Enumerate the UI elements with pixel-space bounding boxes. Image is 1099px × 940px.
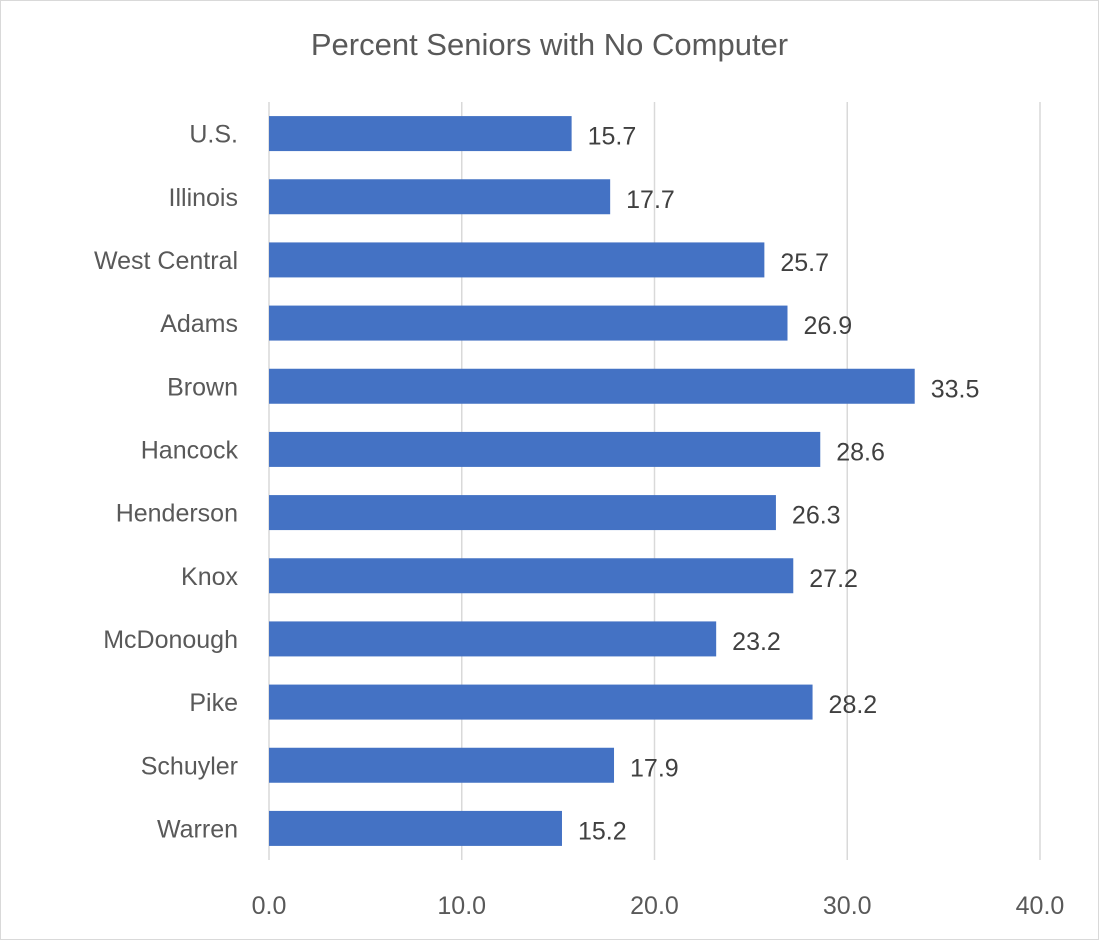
category-label: McDonough [103,626,238,654]
data-label: 26.3 [792,502,841,530]
category-label: Adams [160,310,238,338]
data-label: 28.6 [836,438,885,466]
category-label: Illinois [169,184,238,212]
data-label: 26.9 [803,312,852,340]
data-label: 28.2 [829,691,878,719]
bar [269,495,776,531]
bar [269,684,813,720]
category-label: Henderson [116,500,238,528]
category-label: Pike [189,689,238,717]
category-label: Schuyler [141,752,238,780]
bar [269,242,765,278]
category-label: U.S. [189,121,238,149]
data-label: 15.2 [578,817,627,845]
bar [269,368,915,404]
bar [269,305,788,341]
bar [269,558,794,594]
bar [269,621,717,657]
x-tick-label: 0.0 [252,892,287,920]
bar [269,116,572,152]
bar [269,747,615,783]
bars [269,116,915,846]
data-label: 15.7 [588,123,637,151]
data-label: 33.5 [931,375,980,403]
category-label: West Central [94,247,238,275]
data-label: 27.2 [809,565,858,593]
category-label: Brown [167,373,238,401]
category-label: Hancock [141,436,239,464]
x-tick-label: 40.0 [1016,892,1065,920]
data-label: 23.2 [732,628,781,656]
bar [269,810,562,846]
data-label: 25.7 [780,249,829,277]
data-label: 17.9 [630,754,679,782]
x-tick-label: 30.0 [823,892,872,920]
chart-title: Percent Seniors with No Computer [310,27,789,62]
bar [269,431,821,467]
category-label: Knox [181,563,238,591]
data-label: 17.7 [626,186,675,214]
gridlines [268,102,1041,860]
category-label: Warren [157,815,238,843]
x-tick-label: 10.0 [437,892,486,920]
labels: 0.0 10.0 20.0 30.0 40.0 U.S. 15.7 Illinois 17.7 W… [94,121,1064,920]
x-tick-label: 20.0 [630,892,679,920]
bar [269,179,611,215]
